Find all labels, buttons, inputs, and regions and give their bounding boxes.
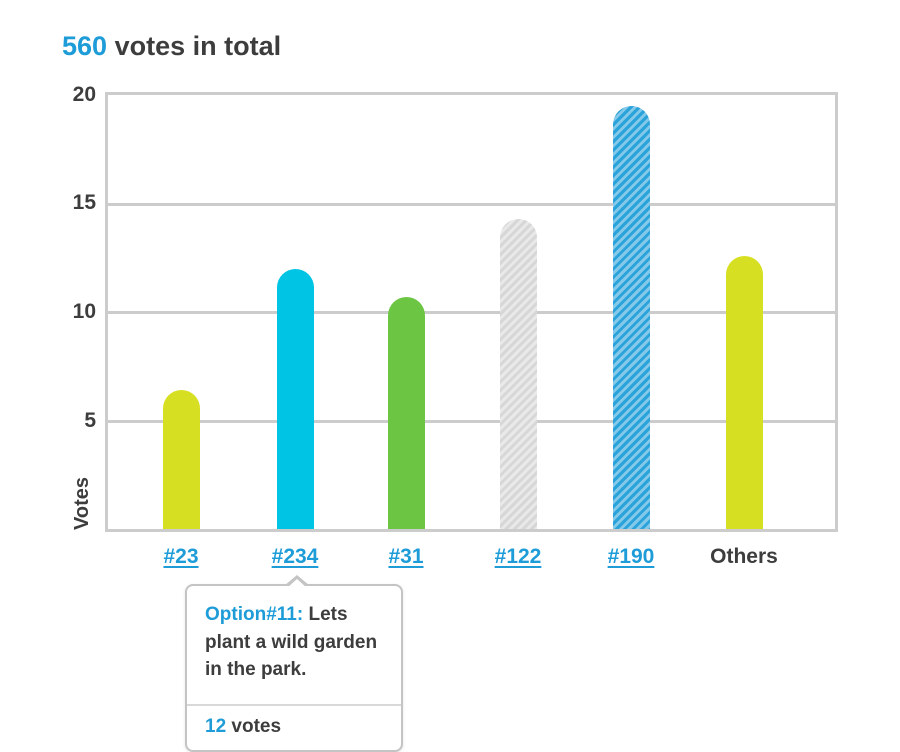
x-label-23: #23 bbox=[121, 545, 241, 569]
x-label-234: #234 bbox=[235, 545, 355, 569]
total-votes-text: votes in total bbox=[107, 31, 282, 62]
tooltip-votes-count: 12 bbox=[205, 715, 227, 737]
option-link-234[interactable]: #234 bbox=[271, 545, 319, 568]
tooltip-option-label: Option#11: bbox=[205, 604, 304, 625]
bar-122[interactable] bbox=[499, 219, 537, 529]
y-tick-15: 15 bbox=[72, 191, 96, 214]
bar-190[interactable] bbox=[612, 106, 650, 529]
option-link-23[interactable]: #23 bbox=[163, 545, 199, 568]
x-label-Others: Others bbox=[684, 545, 804, 569]
gridline-10 bbox=[108, 311, 835, 314]
y-tick-10: 10 bbox=[72, 300, 96, 323]
tooltip-body: Option#11: Lets plant a wild garden in t… bbox=[187, 586, 401, 706]
tooltip-votes-suffix: votes bbox=[226, 715, 282, 737]
category-label-Others: Others bbox=[710, 545, 778, 568]
bar-234[interactable] bbox=[276, 269, 314, 529]
y-tick-20: 20 bbox=[72, 83, 96, 106]
x-label-190: #190 bbox=[571, 545, 691, 569]
bar-31[interactable] bbox=[387, 297, 425, 529]
bar-23[interactable] bbox=[162, 390, 200, 529]
option-link-31[interactable]: #31 bbox=[388, 545, 424, 568]
y-tick-5: 5 bbox=[84, 409, 96, 432]
gridline-15 bbox=[108, 202, 835, 206]
total-votes-number: 560 bbox=[62, 31, 108, 62]
x-label-31: #31 bbox=[346, 545, 466, 569]
option-link-122[interactable]: #122 bbox=[494, 545, 542, 568]
chart-plot-area bbox=[105, 92, 838, 532]
tooltip-votes: 12 votes bbox=[187, 706, 401, 750]
option-tooltip: Option#11: Lets plant a wild garden in t… bbox=[185, 575, 403, 752]
y-axis-title: Votes bbox=[70, 477, 93, 530]
tooltip-option-text: Lets plant a wild garden in the park. bbox=[205, 604, 378, 681]
tooltip-arrow-fill bbox=[287, 579, 307, 588]
bar-Others[interactable] bbox=[725, 256, 763, 529]
page-title: 560 votes in total bbox=[62, 30, 281, 62]
option-link-190[interactable]: #190 bbox=[607, 545, 655, 568]
x-label-122: #122 bbox=[458, 545, 578, 569]
gridline-5 bbox=[108, 419, 835, 423]
